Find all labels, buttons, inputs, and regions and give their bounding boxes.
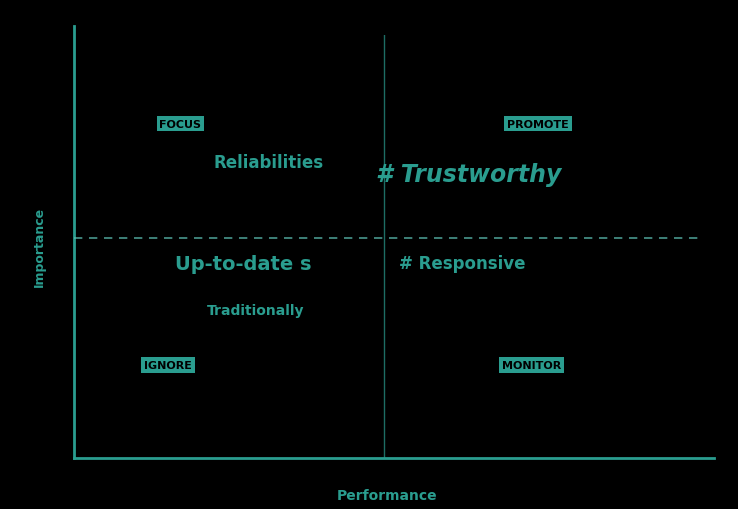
Text: # Trustworthy: # Trustworthy <box>376 163 562 187</box>
Text: Up-to-date s: Up-to-date s <box>175 254 311 273</box>
Text: MONITOR: MONITOR <box>502 360 562 370</box>
Text: Reliabilities: Reliabilities <box>213 153 323 172</box>
Text: # Responsive: # Responsive <box>399 255 526 273</box>
Text: PROMOTE: PROMOTE <box>507 119 569 129</box>
Text: FOCUS: FOCUS <box>159 119 201 129</box>
Text: Performance: Performance <box>337 488 438 502</box>
Text: Traditionally: Traditionally <box>207 303 305 317</box>
Text: IGNORE: IGNORE <box>144 360 192 370</box>
Text: Importance: Importance <box>32 207 46 287</box>
